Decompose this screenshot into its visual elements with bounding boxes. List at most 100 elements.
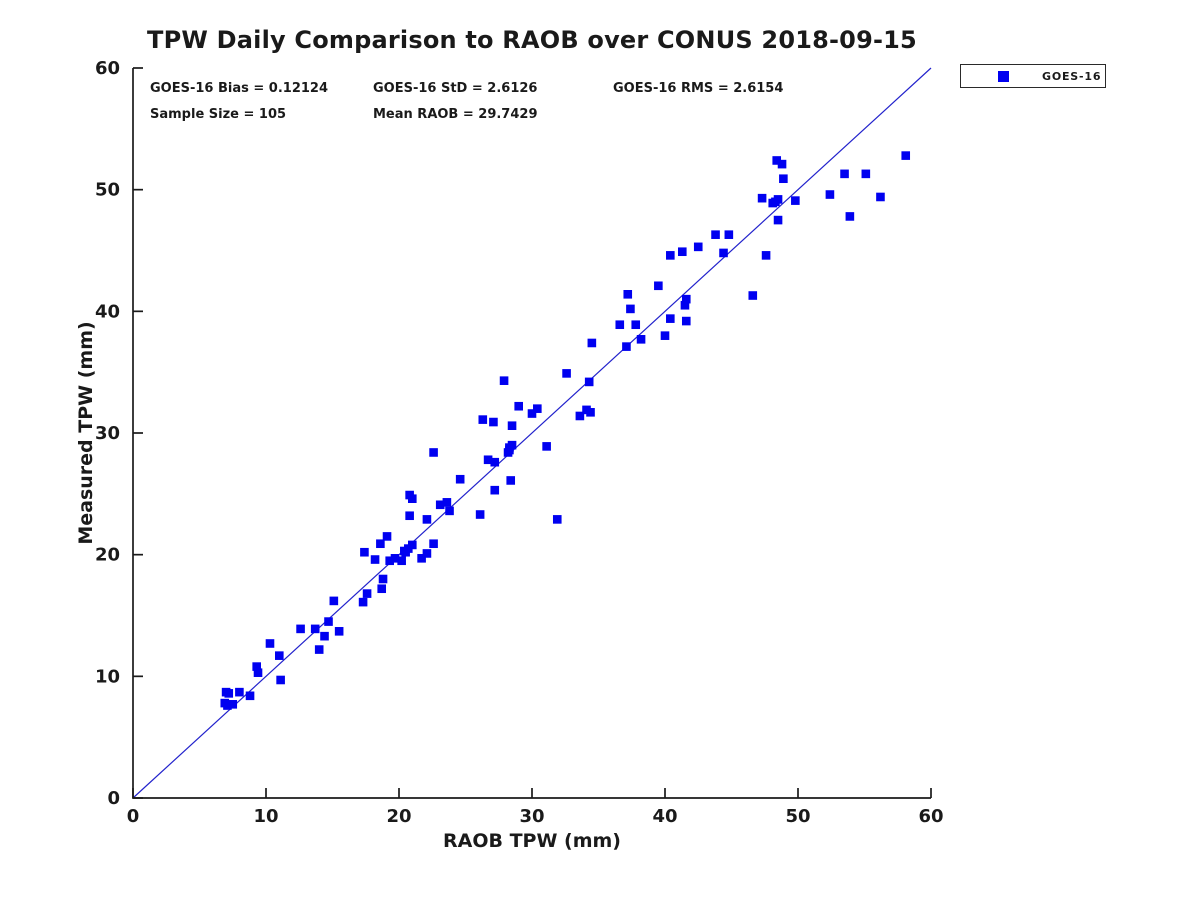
scatter-point bbox=[499, 376, 509, 385]
scatter-point bbox=[840, 169, 849, 179]
scatter-point bbox=[748, 291, 758, 300]
scatter-point bbox=[422, 515, 432, 524]
legend-marker-square-icon bbox=[998, 70, 1009, 82]
scatter-point bbox=[724, 230, 734, 239]
scatter-point bbox=[276, 675, 285, 685]
stat-rms: GOES-16 RMS = 2.6154 bbox=[613, 81, 784, 96]
scatter-point bbox=[901, 151, 911, 160]
scatter-point bbox=[296, 624, 305, 634]
x-axis-label: RAOB TPW (mm) bbox=[442, 830, 621, 852]
stat-std: GOES-16 StD = 2.6126 bbox=[373, 81, 538, 96]
scatter-point bbox=[757, 193, 767, 203]
scatter-point bbox=[455, 474, 465, 484]
scatter-point bbox=[385, 556, 394, 566]
scatter-point bbox=[542, 442, 551, 451]
y-axis-label: Measured TPW (mm) bbox=[75, 321, 97, 545]
scatter-point bbox=[693, 242, 703, 252]
y-tick-label: 50 bbox=[95, 180, 120, 201]
y-tick-label: 0 bbox=[107, 788, 120, 809]
scatter-point bbox=[245, 691, 255, 701]
scatter-point bbox=[442, 498, 452, 507]
scatter-point bbox=[489, 417, 498, 427]
scatter-point bbox=[719, 248, 728, 258]
scatter-point bbox=[417, 554, 426, 563]
scatter-point bbox=[252, 662, 261, 671]
stat-bias: GOES-16 Bias = 0.12124 bbox=[150, 81, 329, 96]
x-tick-label: 40 bbox=[652, 806, 677, 827]
scatter-point bbox=[490, 485, 500, 495]
y-tick-label: 40 bbox=[95, 301, 120, 322]
scatter-point bbox=[773, 215, 783, 225]
scatter-point bbox=[445, 506, 454, 516]
scatter-point bbox=[224, 689, 234, 698]
stat-sample-size: Sample Size = 105 bbox=[150, 107, 287, 122]
scatter-point bbox=[228, 700, 238, 709]
scatter-point bbox=[507, 440, 517, 450]
scatter-point bbox=[660, 331, 670, 340]
scatter-point bbox=[408, 494, 417, 503]
scatter-point bbox=[275, 651, 284, 660]
y-tick-label: 20 bbox=[95, 545, 120, 566]
scatter-point bbox=[636, 335, 646, 344]
x-axis-ticks: 0 10 20 30 40 50 60 bbox=[127, 788, 944, 827]
scatter-point bbox=[562, 369, 571, 378]
scatter-point bbox=[681, 294, 691, 304]
scatter-point bbox=[845, 212, 855, 221]
scatter-point bbox=[622, 342, 631, 351]
scatter-point bbox=[324, 617, 333, 626]
scatter-point bbox=[507, 421, 517, 430]
scatter-point bbox=[876, 192, 885, 202]
scatter-point bbox=[377, 584, 387, 594]
scatter-point bbox=[405, 511, 414, 521]
scatter-point bbox=[631, 320, 641, 330]
scatter-point bbox=[422, 549, 432, 558]
y-tick-label: 30 bbox=[95, 423, 120, 444]
scatter-point bbox=[514, 401, 523, 411]
scatter-point bbox=[429, 539, 438, 549]
scatter-point bbox=[527, 409, 537, 418]
scatter-point bbox=[378, 574, 388, 584]
scatter-point bbox=[772, 156, 782, 165]
scatter-point bbox=[376, 539, 385, 549]
scatter-point bbox=[575, 411, 585, 421]
scatter-point bbox=[320, 631, 329, 641]
scatter-point bbox=[223, 701, 232, 710]
scatter-point bbox=[861, 169, 871, 179]
y-axis-ticks: 0 10 20 30 40 50 60 bbox=[95, 58, 143, 809]
scatter-point bbox=[761, 251, 771, 260]
scatter-point bbox=[490, 457, 500, 467]
x-tick-label: 20 bbox=[386, 806, 411, 827]
scatter-point bbox=[390, 554, 400, 563]
scatter-point bbox=[505, 445, 514, 455]
scatter-point bbox=[314, 645, 324, 654]
scatter-point bbox=[360, 547, 369, 557]
scatter-point bbox=[506, 476, 516, 485]
scatter-point bbox=[408, 540, 417, 550]
scatter-point bbox=[791, 196, 800, 205]
scatter-point bbox=[615, 320, 625, 330]
scatter-point bbox=[552, 515, 562, 524]
scatter-point bbox=[370, 555, 380, 564]
scatter-point bbox=[429, 448, 438, 457]
x-tick-label: 30 bbox=[519, 806, 544, 827]
scatter-point bbox=[358, 597, 368, 607]
legend-label: GOES-16 bbox=[1042, 69, 1102, 83]
scatter-point bbox=[773, 195, 783, 204]
scatter-point bbox=[310, 624, 320, 634]
scatter-point bbox=[666, 314, 675, 323]
legend-box: GOES-16 bbox=[960, 64, 1106, 88]
y-tick-label: 10 bbox=[95, 666, 120, 687]
scatter-point bbox=[329, 596, 339, 606]
identity-line bbox=[132, 67, 932, 799]
scatter-point bbox=[584, 377, 594, 387]
scatter-point bbox=[623, 290, 633, 299]
scatter-point bbox=[680, 300, 690, 310]
scatter-point bbox=[825, 190, 835, 199]
scatter-point bbox=[334, 627, 344, 636]
scatter-point bbox=[435, 500, 445, 510]
chart-title: TPW Daily Comparison to RAOB over CONUS … bbox=[147, 26, 917, 54]
scatter-point bbox=[779, 174, 788, 184]
scatter-point bbox=[711, 230, 720, 239]
scatter-point bbox=[475, 510, 485, 519]
